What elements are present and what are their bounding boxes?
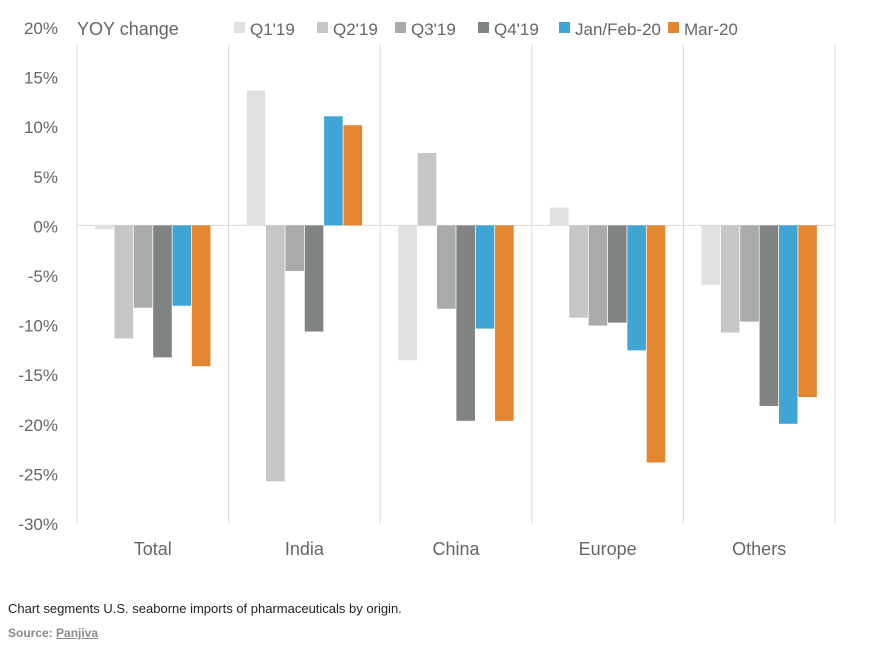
- source-link[interactable]: Panjiva: [56, 626, 99, 640]
- legend-label: Q2'19: [333, 20, 378, 39]
- bar: [304, 225, 324, 332]
- bar: [114, 225, 134, 339]
- y-axis: 20% 15% 10% 5% 0% -5% -10% -15% -20% -25% -30%: [18, 19, 58, 534]
- chart-caption: Chart segments U.S. seaborne imports of …: [8, 601, 402, 616]
- bar: [798, 225, 817, 398]
- bar: [627, 225, 646, 351]
- y-tick-label: 0%: [33, 217, 58, 236]
- y-tick-label: 5%: [33, 168, 58, 187]
- x-tick-label: China: [432, 539, 480, 559]
- bar: [607, 225, 627, 323]
- bar: [646, 225, 666, 463]
- legend-swatch: [668, 22, 679, 33]
- bar: [549, 207, 569, 226]
- legend-swatch: [478, 22, 489, 33]
- bar: [246, 90, 266, 226]
- source-line: Source: Panjiva: [8, 626, 98, 640]
- legend-label: Q1'19: [250, 20, 295, 39]
- bar: [701, 225, 721, 285]
- bar: [569, 225, 588, 318]
- bar: [588, 225, 608, 326]
- bar: [153, 225, 172, 358]
- y-tick-label: -20%: [18, 416, 58, 435]
- legend-swatch: [559, 22, 570, 33]
- x-tick-label: Others: [732, 539, 786, 559]
- x-tick-label: India: [285, 539, 325, 559]
- bar: [191, 225, 211, 367]
- bar: [778, 225, 798, 424]
- bar: [495, 225, 514, 421]
- y-tick-label: -30%: [18, 515, 58, 534]
- x-tick-label: Europe: [579, 539, 637, 559]
- legend-label: Jan/Feb-20: [575, 20, 661, 39]
- y-tick-label: -25%: [18, 465, 58, 484]
- y-axis-label: YOY change: [77, 19, 179, 39]
- legend-swatch: [317, 22, 328, 33]
- x-axis: Total India China Europe Others: [134, 539, 786, 559]
- bar: [324, 116, 343, 226]
- bar: [398, 225, 417, 361]
- legend-label: Q3'19: [411, 20, 456, 39]
- legend-swatch: [395, 22, 406, 33]
- bar-group: [95, 90, 817, 482]
- x-tick-label: Total: [134, 539, 172, 559]
- bar: [437, 225, 456, 309]
- legend: Q1'19 Q2'19 Q3'19 Q4'19 Jan/Feb-20 Mar-20: [234, 20, 738, 39]
- bar: [456, 225, 475, 421]
- y-tick-label: 10%: [24, 118, 58, 137]
- bar: [417, 152, 437, 226]
- bar: [475, 225, 495, 329]
- y-tick-label: -15%: [18, 366, 58, 385]
- bar: [172, 225, 192, 306]
- y-tick-label: -10%: [18, 317, 58, 336]
- bar: [740, 225, 759, 322]
- bar: [759, 225, 779, 406]
- source-label: Source:: [8, 626, 53, 640]
- y-tick-label: 20%: [24, 19, 58, 38]
- bar: [285, 225, 305, 272]
- bar: [720, 225, 740, 333]
- chart: 20% 15% 10% 5% 0% -5% -10% -15% -20% -25% -30% Tot…: [18, 19, 836, 559]
- bar: [133, 225, 153, 308]
- legend-label: Q4'19: [494, 20, 539, 39]
- legend-label: Mar-20: [684, 20, 738, 39]
- bar: [343, 125, 363, 226]
- bar: [95, 225, 114, 230]
- legend-swatch: [234, 22, 245, 33]
- y-tick-label: 15%: [24, 69, 58, 88]
- bar: [266, 225, 285, 482]
- y-tick-label: -5%: [28, 267, 58, 286]
